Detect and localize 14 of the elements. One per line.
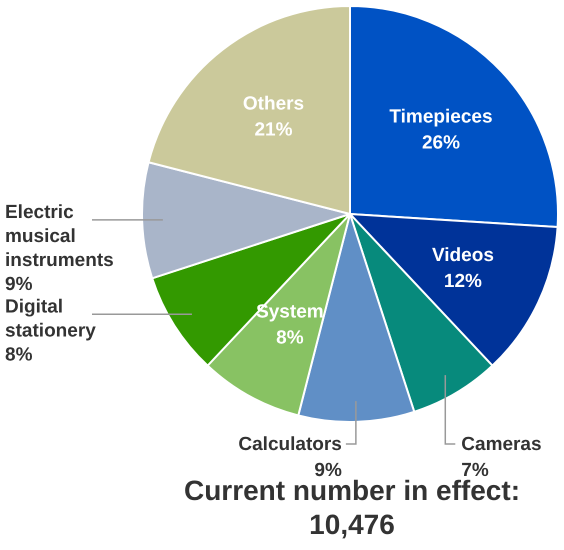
data-label: 8% <box>5 344 33 366</box>
slice-label: Timepieces <box>389 106 493 128</box>
data-label: 8% <box>276 327 304 348</box>
data-label: 12% <box>444 271 482 292</box>
slice-label: Calculators <box>238 434 342 455</box>
slice-label: Electric musical instruments <box>5 202 114 271</box>
data-label: 21% <box>254 119 293 140</box>
slice-label: Cameras <box>461 434 542 455</box>
slice-label: Videos <box>432 245 494 266</box>
data-label: 26% <box>422 132 460 154</box>
slice-label: System <box>256 301 324 322</box>
data-label: 9% <box>5 274 33 295</box>
slice-label: Digital stationery <box>5 296 96 342</box>
slice-label: Others <box>242 93 304 114</box>
